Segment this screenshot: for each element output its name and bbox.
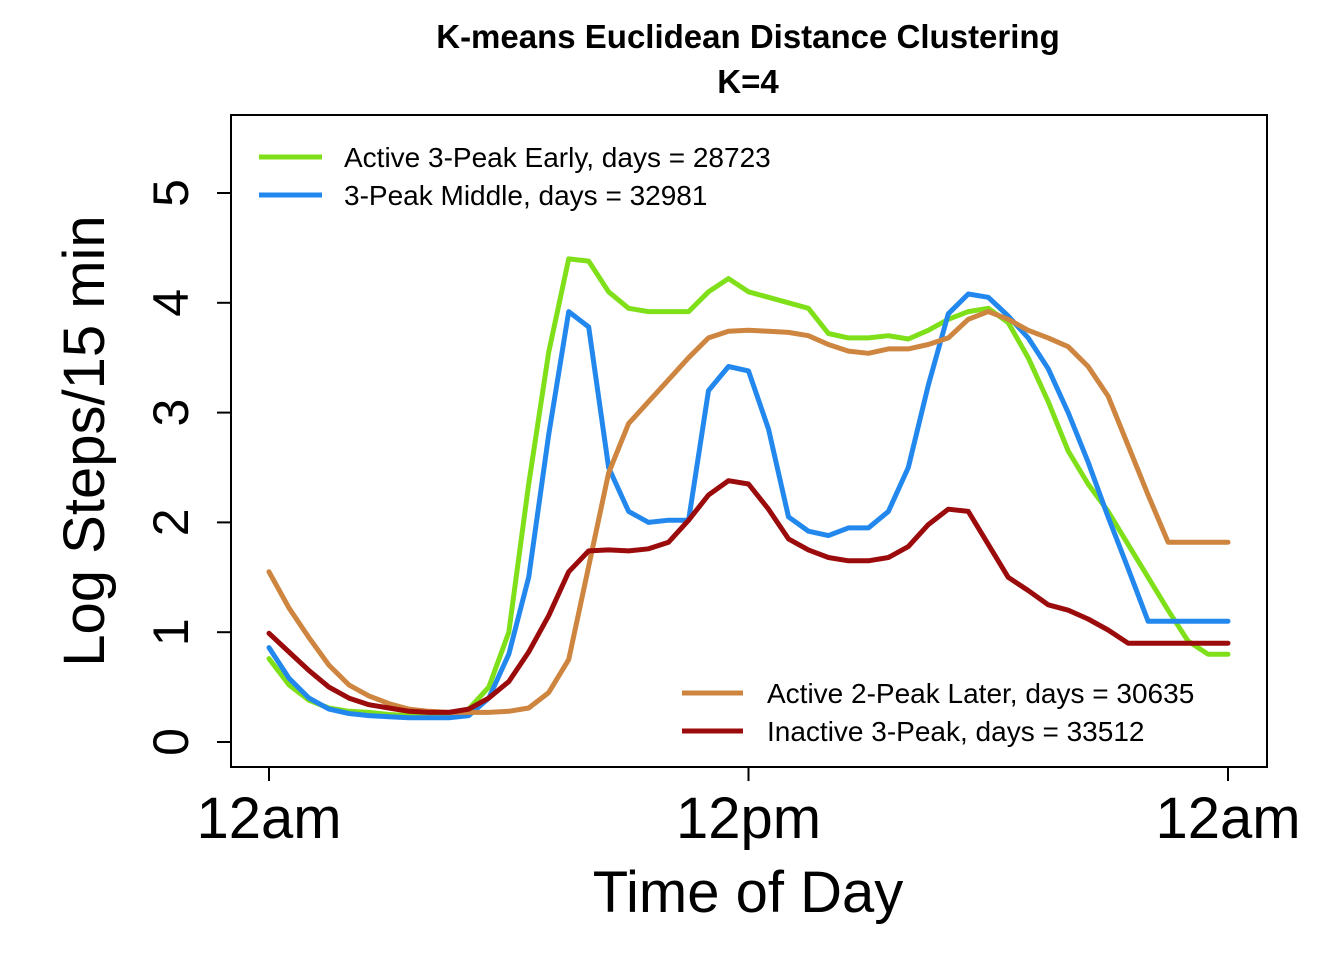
x-axis-label: Time of Day [593, 860, 903, 925]
y-tick-label: 1 [143, 618, 199, 646]
y-tick-label: 3 [143, 399, 199, 427]
x-axis: 12am 12pm 12am [196, 766, 1301, 851]
chart-title: K-means Euclidean Distance Clustering [436, 18, 1060, 55]
plot-frame [230, 114, 1268, 768]
y-axis-label: Log Steps/15 min [52, 215, 117, 666]
y-tick-label: 5 [143, 179, 199, 207]
y-axis: 0 1 2 3 4 5 [143, 179, 232, 756]
x-tick-label: 12am [1155, 786, 1300, 851]
y-tick-label: 0 [143, 728, 199, 756]
legend-top-left: Active 3-Peak Early, days = 28723 3-Peak … [259, 142, 771, 211]
x-tick-label: 12am [196, 786, 341, 851]
series-group [266, 256, 1231, 721]
series-line-4 [266, 478, 1231, 715]
series-line-2 [266, 291, 1231, 721]
legend-label: Inactive 3-Peak, days = 33512 [767, 716, 1144, 747]
legend-label: Active 2-Peak Later, days = 30635 [767, 678, 1194, 709]
chart-subtitle: K=4 [717, 63, 779, 100]
y-tick-label: 4 [143, 289, 199, 317]
x-tick-label: 12pm [676, 786, 821, 851]
legend-label: Active 3-Peak Early, days = 28723 [344, 142, 771, 173]
legend-label: 3-Peak Middle, days = 32981 [344, 180, 707, 211]
legend-bottom-right: Active 2-Peak Later, days = 30635 Inactiv… [682, 678, 1194, 747]
y-tick-label: 2 [143, 508, 199, 536]
